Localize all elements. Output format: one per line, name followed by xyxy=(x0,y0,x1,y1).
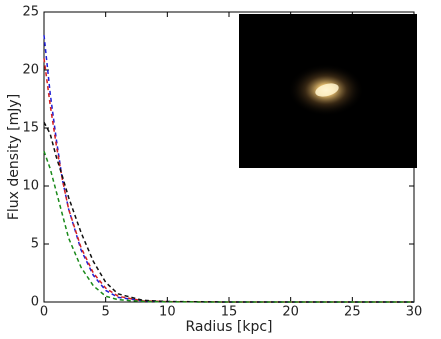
y-tick-label: 5 xyxy=(31,237,39,252)
series-line xyxy=(43,150,414,303)
x-tick-label: 0 xyxy=(40,305,48,320)
x-tick-label: 25 xyxy=(344,305,361,320)
x-tick-label: 15 xyxy=(221,305,238,320)
inset-image xyxy=(239,14,417,168)
x-tick-label: 20 xyxy=(282,305,299,320)
series-line xyxy=(43,35,414,303)
y-tick-label: 25 xyxy=(22,5,39,20)
x-tick-label: 30 xyxy=(406,305,423,320)
y-tick-label: 15 xyxy=(22,121,39,136)
x-tick-label: 5 xyxy=(102,305,110,320)
x-axis-label: Radius [kpc] xyxy=(185,319,272,335)
y-tick-label: 0 xyxy=(31,295,39,310)
y-axis-label: Flux density [mJy] xyxy=(6,94,22,220)
x-tick-label: 10 xyxy=(159,305,176,320)
y-tick-label: 20 xyxy=(22,63,39,78)
galaxy-core xyxy=(315,83,339,97)
y-tick-label: 10 xyxy=(22,179,39,194)
series-line xyxy=(43,121,414,303)
